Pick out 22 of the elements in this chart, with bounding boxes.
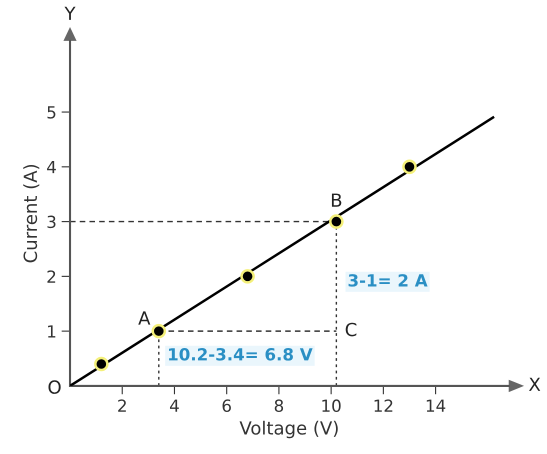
text: X bbox=[528, 378, 540, 391]
annotation: A bbox=[138, 311, 150, 325]
text: Y bbox=[64, 6, 76, 20]
y-tick-label: 1 bbox=[48, 325, 56, 338]
y-tick-label: 4 bbox=[47, 161, 56, 174]
y-axis-title: Current (A) bbox=[23, 164, 40, 262]
y-tick-label: 3 bbox=[47, 216, 56, 228]
x-tick-label: 4 bbox=[170, 400, 179, 412]
x-tick-label: 10 bbox=[322, 399, 341, 412]
x-tick-label: 8 bbox=[274, 399, 284, 412]
annotation: B bbox=[332, 194, 342, 207]
x-tick-label: 12 bbox=[374, 399, 392, 412]
annotation: 3-1= 2 A bbox=[348, 274, 428, 287]
x-tick-label: 2 bbox=[118, 399, 126, 412]
annotation: 10.2-3.4= 6.8 V bbox=[169, 348, 313, 361]
annotation: C bbox=[346, 322, 356, 336]
x-tick-label: 14 bbox=[426, 400, 446, 412]
y-tick-label: 5 bbox=[48, 106, 56, 119]
y-tick-label: 2 bbox=[47, 270, 56, 283]
x-tick-label: 6 bbox=[222, 399, 231, 412]
annotation: O bbox=[48, 380, 61, 394]
x-axis-title: Voltage (V) bbox=[240, 420, 338, 438]
